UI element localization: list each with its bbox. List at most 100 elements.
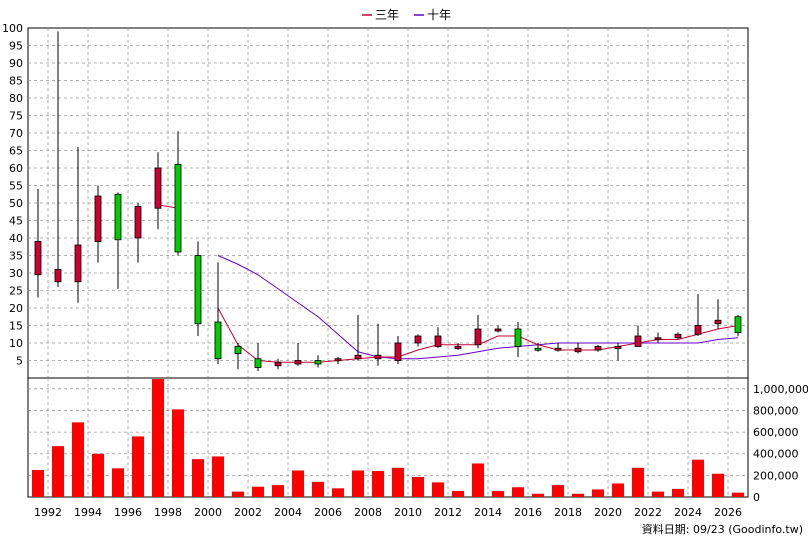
volume-tick-label: 800,000 bbox=[753, 404, 799, 417]
candle-body bbox=[634, 335, 642, 347]
x-tick-label: 1998 bbox=[154, 506, 182, 519]
legend-label-0: 三年 bbox=[375, 8, 399, 22]
price-tick-label: 25 bbox=[9, 285, 23, 298]
volume-tick-label: 400,000 bbox=[753, 448, 799, 461]
volume-bar bbox=[92, 453, 104, 497]
candle-body bbox=[694, 325, 702, 335]
volume-bar bbox=[112, 468, 124, 497]
volume-tick-label: 200,000 bbox=[753, 469, 799, 482]
candle-body bbox=[74, 244, 82, 283]
price-tick-label: 35 bbox=[9, 250, 23, 263]
volume-bar bbox=[292, 470, 304, 497]
x-tick-label: 2020 bbox=[594, 506, 622, 519]
volume-bar bbox=[592, 489, 604, 497]
candle-body bbox=[454, 346, 462, 349]
volume-bar bbox=[652, 491, 664, 497]
price-tick-label: 85 bbox=[9, 75, 23, 88]
volume-bar bbox=[612, 483, 624, 497]
price-panel: 5 10 15 20 25 30 35 40 45 50 55 60 65 70 75 80 85 90 95 100 bbox=[2, 22, 749, 379]
legend: 三年 十年 bbox=[362, 8, 451, 22]
volume-bar bbox=[372, 471, 384, 497]
candle-body bbox=[194, 255, 202, 325]
x-tick-label: 2008 bbox=[354, 506, 382, 519]
volume-bar bbox=[552, 485, 564, 497]
volume-panel: 0 200,000 400,000 600,000 800,000 1,000,000 bbox=[27, 377, 808, 504]
candle-body bbox=[434, 335, 442, 347]
x-tick-label: 2012 bbox=[434, 506, 462, 519]
price-tick-label: 30 bbox=[9, 267, 23, 280]
volume-bar bbox=[32, 469, 44, 497]
volume-bar bbox=[392, 467, 404, 497]
volume-bar bbox=[172, 409, 184, 497]
volume-bar bbox=[632, 467, 644, 497]
candle-body bbox=[374, 354, 382, 360]
volume-bar bbox=[72, 422, 84, 497]
candle-body bbox=[674, 333, 682, 339]
x-tick-label: 2006 bbox=[314, 506, 342, 519]
candle-body bbox=[354, 354, 362, 360]
volume-tick-label: 600,000 bbox=[753, 426, 799, 439]
candle-body bbox=[534, 347, 542, 351]
price-tick-label: 100 bbox=[2, 22, 23, 35]
price-tick-label: 70 bbox=[9, 127, 23, 140]
legend-label-1: 十年 bbox=[427, 8, 451, 22]
x-tick-label: 1994 bbox=[74, 506, 102, 519]
candle-body bbox=[334, 358, 342, 362]
candle-body bbox=[114, 193, 122, 241]
candle-body bbox=[394, 342, 402, 361]
volume-bar bbox=[712, 473, 724, 497]
candle-body bbox=[574, 347, 582, 353]
candle-body bbox=[654, 337, 662, 341]
volume-bar bbox=[572, 493, 584, 497]
price-tick-label: 75 bbox=[9, 110, 23, 123]
volume-tick-label: 0 bbox=[753, 491, 760, 504]
volume-bar bbox=[192, 459, 204, 497]
candle-body bbox=[34, 241, 42, 276]
volume-bar bbox=[52, 446, 64, 497]
volume-bar bbox=[132, 436, 144, 497]
candle-body bbox=[234, 346, 242, 354]
x-tick-label: 2014 bbox=[474, 506, 502, 519]
volume-bar bbox=[692, 459, 704, 497]
candle-body bbox=[54, 269, 62, 283]
volume-bar bbox=[412, 476, 424, 497]
x-tick-label: 2018 bbox=[554, 506, 582, 519]
volume-bar bbox=[232, 491, 244, 497]
price-tick-label: 20 bbox=[9, 302, 23, 315]
volume-bar bbox=[332, 488, 344, 497]
candle-body bbox=[134, 206, 142, 239]
volume-bar bbox=[432, 482, 444, 497]
price-tick-label: 95 bbox=[9, 40, 23, 53]
candle-body bbox=[734, 316, 742, 333]
price-tick-label: 5 bbox=[16, 355, 23, 368]
price-tick-label: 55 bbox=[9, 180, 23, 193]
candle-body bbox=[214, 321, 222, 360]
x-axis: 1992 1994 1996 1998 2000 2002 2004 2006 2008 2010… bbox=[34, 506, 742, 519]
volume-bar bbox=[452, 491, 464, 497]
x-tick-label: 2004 bbox=[274, 506, 302, 519]
candle-body bbox=[274, 361, 282, 367]
price-tick-label: 10 bbox=[9, 337, 23, 350]
x-tick-label: 1992 bbox=[34, 506, 62, 519]
price-tick-label: 50 bbox=[9, 197, 23, 210]
volume-bar bbox=[152, 379, 164, 497]
volume-bar bbox=[472, 463, 484, 497]
x-tick-label: 2002 bbox=[234, 506, 262, 519]
volume-bar bbox=[212, 456, 224, 497]
candle-body bbox=[174, 164, 182, 253]
candle-body bbox=[614, 346, 622, 349]
candle-body bbox=[554, 347, 562, 351]
x-tick-label: 2022 bbox=[634, 506, 662, 519]
candle-body bbox=[154, 167, 162, 209]
candle-body bbox=[494, 328, 502, 332]
volume-bar bbox=[532, 493, 544, 497]
volume-tick-label: 1,000,000 bbox=[753, 383, 808, 396]
candle-body bbox=[414, 335, 422, 344]
x-tick-label: 2024 bbox=[674, 506, 702, 519]
price-tick-label: 80 bbox=[9, 92, 23, 105]
price-tick-label: 90 bbox=[9, 57, 23, 70]
candle-body bbox=[94, 195, 102, 242]
candle-body bbox=[514, 328, 522, 347]
volume-bar bbox=[492, 491, 504, 497]
